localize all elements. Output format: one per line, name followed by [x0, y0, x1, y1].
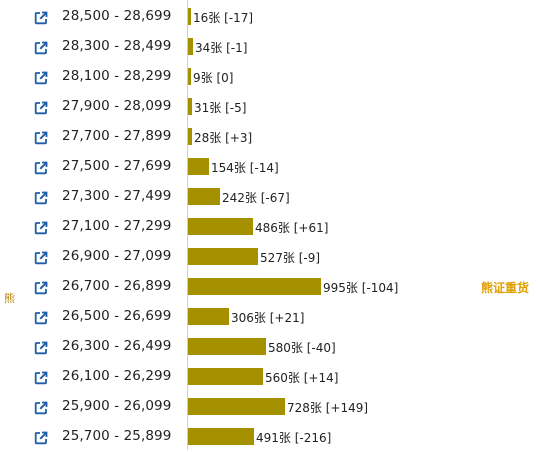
range-label: 28,500 - 28,699: [62, 8, 172, 24]
external-link-icon[interactable]: [34, 340, 48, 355]
range-row: 27,300 - 27,499 242张 [-67]: [0, 182, 538, 212]
count-bar: [188, 398, 285, 415]
count-label: 306张 [+21]: [231, 311, 305, 325]
external-link-icon[interactable]: [34, 190, 48, 205]
count-label: 154张 [-14]: [211, 161, 279, 175]
count-bar: [188, 98, 192, 115]
external-link-icon[interactable]: [34, 310, 48, 325]
count-bar: [188, 428, 254, 445]
range-label: 25,900 - 26,099: [62, 398, 172, 414]
heavy-position-marker: 熊证重货: [481, 281, 530, 295]
bar-axis-line: [187, 0, 188, 450]
count-label: 31张 [-5]: [194, 101, 247, 115]
external-link-icon[interactable]: [34, 10, 48, 25]
count-label: 560张 [+14]: [265, 371, 339, 385]
range-row: 28,500 - 28,699 16张 [-17]: [0, 2, 538, 32]
range-row: 28,300 - 28,499 34张 [-1]: [0, 32, 538, 62]
range-row: 26,900 - 27,099 527张 [-9]: [0, 242, 538, 272]
external-link-icon[interactable]: [34, 40, 48, 55]
count-label: 16张 [-17]: [193, 11, 254, 25]
range-label: 26,700 - 26,899: [62, 278, 172, 294]
range-row: 25,900 - 26,099 728张 [+149]: [0, 392, 538, 422]
external-link-icon[interactable]: [34, 400, 48, 415]
count-bar: [188, 278, 321, 295]
count-bar: [188, 128, 192, 145]
range-label: 26,900 - 27,099: [62, 248, 172, 264]
external-link-icon[interactable]: [34, 370, 48, 385]
count-label: 28张 [+3]: [194, 131, 253, 145]
external-link-icon[interactable]: [34, 280, 48, 295]
range-label: 28,100 - 28,299: [62, 68, 172, 84]
count-label: 242张 [-67]: [222, 191, 290, 205]
range-label: 26,500 - 26,699: [62, 308, 172, 324]
side-label: 熊: [4, 292, 15, 305]
range-label: 27,700 - 27,899: [62, 128, 172, 144]
count-bar: [188, 158, 209, 175]
count-label: 527张 [-9]: [260, 251, 321, 265]
count-bar: [188, 8, 191, 25]
range-label: 25,700 - 25,899: [62, 428, 172, 444]
count-bar: [188, 218, 253, 235]
range-label: 26,300 - 26,499: [62, 338, 172, 354]
range-row: 28,100 - 28,299 9张 [0]: [0, 62, 538, 92]
count-label: 580张 [-40]: [268, 341, 336, 355]
external-link-icon[interactable]: [34, 130, 48, 145]
count-bar: [188, 38, 193, 55]
range-row: 27,700 - 27,899 28张 [+3]: [0, 122, 538, 152]
count-label: 728张 [+149]: [287, 401, 369, 415]
range-label: 27,500 - 27,699: [62, 158, 172, 174]
count-bar: [188, 368, 263, 385]
external-link-icon[interactable]: [34, 70, 48, 85]
range-row: 27,900 - 28,099 31张 [-5]: [0, 92, 538, 122]
range-row: 26,100 - 26,299 560张 [+14]: [0, 362, 538, 392]
count-bar: [188, 248, 258, 265]
count-label: 491张 [-216]: [256, 431, 332, 445]
range-label: 26,100 - 26,299: [62, 368, 172, 384]
range-row: 27,100 - 27,299 486张 [+61]: [0, 212, 538, 242]
range-label: 27,900 - 28,099: [62, 98, 172, 114]
external-link-icon[interactable]: [34, 220, 48, 235]
external-link-icon[interactable]: [34, 430, 48, 445]
range-label: 27,300 - 27,499: [62, 188, 172, 204]
count-bar: [188, 188, 220, 205]
range-label: 27,100 - 27,299: [62, 218, 172, 234]
count-label: 9张 [0]: [193, 71, 234, 85]
count-bar: [188, 308, 229, 325]
range-row: 26,500 - 26,699 306张 [+21]: [0, 302, 538, 332]
count-label: 486张 [+61]: [255, 221, 329, 235]
external-link-icon[interactable]: [34, 100, 48, 115]
count-bar: [188, 338, 266, 355]
range-row: 26,300 - 26,499 580张 [-40]: [0, 332, 538, 362]
range-row: 27,500 - 27,699 154张 [-14]: [0, 152, 538, 182]
count-label: 34张 [-1]: [195, 41, 248, 55]
count-bar: [188, 68, 191, 85]
range-row: 26,700 - 26,899 995张 [-104]: [0, 272, 538, 302]
count-label: 995张 [-104]: [323, 281, 399, 295]
range-label: 28,300 - 28,499: [62, 38, 172, 54]
external-link-icon[interactable]: [34, 160, 48, 175]
external-link-icon[interactable]: [34, 250, 48, 265]
range-row: 25,700 - 25,899 491张 [-216]: [0, 422, 538, 452]
